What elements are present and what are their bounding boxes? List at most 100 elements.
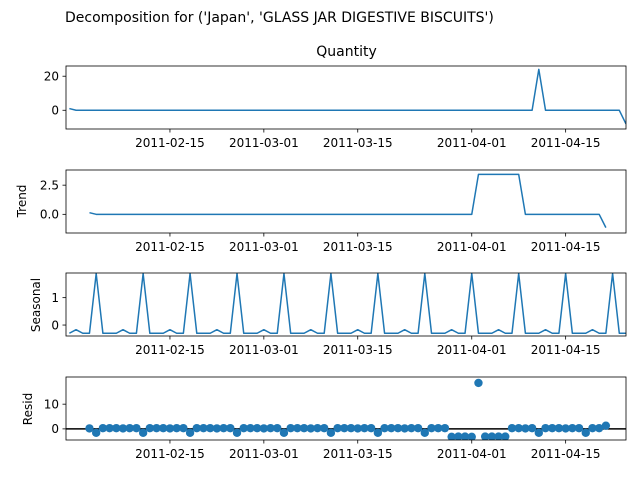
resid-point: [118, 424, 128, 433]
resid-point: [293, 423, 302, 433]
resid-point: [581, 428, 590, 438]
resid-point: [521, 424, 530, 433]
panel-seasonal: Seasonal 0 1 2011-02-15 2011-03-01 2011-03-1…: [29, 272, 627, 357]
resid-point: [219, 423, 228, 433]
resid-point: [326, 428, 336, 438]
resid-point: [98, 423, 108, 433]
xtick-label-seasonal: 2011-03-01: [229, 343, 299, 357]
resid-point: [159, 423, 168, 433]
resid-point: [454, 432, 463, 440]
resid-point: [313, 423, 322, 433]
xtick-label-trend: 2011-04-15: [531, 240, 601, 254]
xtick-label-quantity: 2011-03-15: [323, 136, 393, 150]
xtick-label-resid: 2011-03-15: [323, 447, 393, 461]
resid-point: [112, 423, 121, 433]
resid-point: [480, 432, 490, 440]
ytick-label-seasonal: 0: [51, 318, 59, 332]
figure-title: Decomposition for ('Japan', 'GLASS JAR D…: [65, 10, 494, 26]
resid-point: [125, 423, 134, 433]
resid-point: [440, 423, 450, 433]
ylabel-resid: Resid: [21, 393, 35, 425]
panel-quantity: Quantity 0 20 2011-02-15 2011-03-01 2011-03-…: [44, 44, 627, 150]
resid-point: [165, 424, 175, 433]
resid-point: [266, 423, 275, 433]
xtick-label-quantity: 2011-04-15: [531, 136, 601, 150]
resid-point: [447, 432, 456, 440]
panel-frame-quantity: [65, 65, 627, 130]
plot-area-trend: [89, 173, 607, 228]
xtick-label-trend: 2011-04-01: [437, 240, 507, 254]
resid-point: [561, 424, 570, 433]
panel-resid: Resid 0 10 2011-02-15 2011-03-01 2011-03-15 2…: [21, 376, 627, 461]
resid-point: [568, 423, 577, 433]
resid-point: [172, 423, 181, 433]
xtick-label-trend: 2011-03-01: [229, 240, 299, 254]
resid-point: [105, 423, 114, 433]
resid-point: [320, 423, 329, 433]
panel-trend: Trend 0.0 2.5 2011-02-15 2011-03-01 2011-03-…: [15, 169, 627, 254]
resid-point: [427, 423, 436, 433]
resid-point: [192, 423, 201, 433]
resid-point: [460, 432, 470, 440]
resid-point: [145, 423, 155, 433]
resid-point: [541, 423, 550, 433]
ytick-label-seasonal: 1: [51, 291, 59, 305]
ytick-label-trend: 0.0: [40, 208, 59, 222]
resid-point: [333, 423, 342, 433]
ylabel-seasonal: Seasonal: [29, 278, 43, 332]
resid-point: [179, 423, 188, 433]
resid-point: [346, 423, 356, 433]
xtick-label-seasonal: 2011-03-15: [323, 343, 393, 357]
resid-point: [420, 428, 429, 438]
resid-point: [252, 423, 262, 433]
series-line-quantity: [69, 68, 626, 125]
xtick-label-resid: 2011-02-15: [135, 447, 205, 461]
resid-point: [286, 423, 295, 433]
xtick-label-resid: 2011-04-01: [437, 447, 507, 461]
plot-area-seasonal: [68, 273, 626, 335]
resid-point: [138, 428, 148, 438]
resid-point: [534, 428, 544, 438]
resid-point: [507, 423, 517, 433]
resid-point: [360, 423, 369, 433]
resid-point: [407, 423, 416, 433]
panel-title-quantity: Quantity: [316, 44, 377, 60]
panel-frame-resid: [65, 376, 627, 441]
panel-frame-trend: [65, 169, 627, 234]
resid-point: [152, 423, 161, 433]
resid-point: [259, 424, 269, 433]
xtick-label-resid: 2011-04-15: [531, 447, 601, 461]
series-line-seasonal: [68, 273, 626, 335]
xtick-label-quantity: 2011-02-15: [135, 136, 205, 150]
resid-point: [132, 423, 141, 433]
resid-point: [527, 423, 537, 433]
resid-point: [340, 423, 349, 433]
resid-point: [413, 423, 423, 433]
resid-point: [299, 423, 309, 433]
resid-point: [548, 423, 557, 433]
resid-point: [366, 423, 376, 433]
resid-point: [373, 428, 383, 438]
xtick-label-seasonal: 2011-04-15: [531, 343, 601, 357]
resid-point: [246, 423, 255, 433]
xtick-label-seasonal: 2011-02-15: [135, 343, 205, 357]
panel-frame-seasonal: [65, 272, 627, 337]
ytick-label-quantity: 20: [44, 70, 59, 84]
resid-point: [474, 378, 483, 388]
resid-point: [387, 423, 396, 433]
resid-point: [380, 423, 389, 433]
xtick-label-quantity: 2011-03-01: [229, 136, 299, 150]
xtick-label-trend: 2011-02-15: [135, 240, 205, 254]
resid-point: [185, 428, 195, 438]
ytick-label-resid: 0: [51, 422, 59, 436]
xtick-label-seasonal: 2011-04-01: [437, 343, 507, 357]
resid-point: [279, 428, 289, 438]
resid-point: [212, 424, 222, 433]
resid-point: [487, 432, 497, 440]
resid-point: [594, 423, 604, 433]
xtick-label-trend: 2011-03-15: [323, 240, 393, 254]
resid-point: [434, 423, 443, 433]
resid-point: [400, 424, 409, 433]
series-line-trend: [89, 173, 607, 228]
